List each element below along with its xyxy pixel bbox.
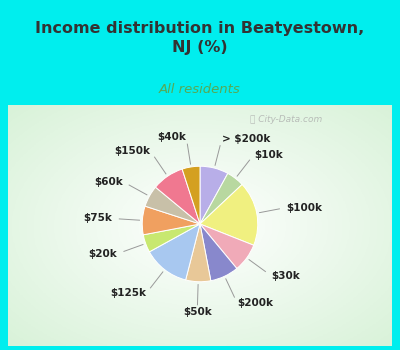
Wedge shape (186, 224, 211, 282)
Wedge shape (149, 224, 200, 280)
Text: $125k: $125k (110, 288, 146, 298)
Text: $50k: $50k (183, 307, 212, 317)
Wedge shape (142, 206, 200, 235)
Wedge shape (156, 169, 200, 224)
Text: $100k: $100k (286, 203, 322, 212)
Text: $20k: $20k (89, 249, 118, 259)
Text: $30k: $30k (271, 271, 300, 281)
Wedge shape (182, 166, 200, 224)
Text: $150k: $150k (115, 146, 151, 156)
Text: $75k: $75k (84, 214, 112, 224)
Text: > $200k: > $200k (222, 134, 270, 144)
Text: Income distribution in Beatyestown,
NJ (%): Income distribution in Beatyestown, NJ (… (35, 21, 365, 55)
Text: $200k: $200k (237, 299, 273, 308)
Wedge shape (200, 184, 258, 245)
Wedge shape (200, 166, 228, 224)
Text: $10k: $10k (254, 150, 282, 160)
Wedge shape (200, 224, 237, 281)
Wedge shape (143, 224, 200, 252)
Text: $40k: $40k (157, 132, 186, 142)
Wedge shape (145, 187, 200, 224)
Wedge shape (200, 173, 242, 224)
Text: All residents: All residents (159, 83, 241, 96)
Text: $60k: $60k (94, 177, 123, 187)
Text: ⓘ City-Data.com: ⓘ City-Data.com (250, 115, 322, 124)
Wedge shape (200, 224, 254, 268)
